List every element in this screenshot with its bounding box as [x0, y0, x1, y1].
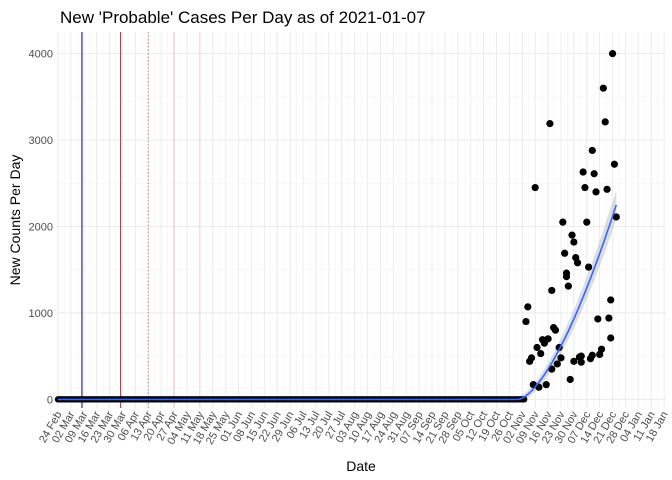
y-tick-label: 1000 — [29, 308, 53, 320]
data-point — [531, 183, 539, 192]
data-point — [561, 249, 569, 257]
data-point — [603, 185, 611, 193]
data-point — [577, 358, 585, 366]
data-point — [599, 84, 607, 92]
y-axis-ticks: 0 1000 2000 3000 4000 — [29, 49, 53, 407]
data-point — [557, 354, 565, 362]
data-point — [579, 168, 587, 176]
data-point — [566, 375, 574, 384]
data-point — [588, 146, 596, 155]
y-tick-label: 4000 — [29, 49, 53, 61]
trend-curve — [58, 204, 618, 401]
data-point — [605, 314, 613, 322]
data-point — [548, 286, 556, 295]
data-point — [562, 273, 571, 281]
data-point — [542, 381, 550, 389]
data-point — [553, 360, 561, 368]
data-point — [551, 326, 560, 334]
trend-line — [58, 204, 618, 401]
data-point — [585, 263, 593, 271]
data-point — [573, 259, 582, 267]
data-point — [588, 351, 596, 359]
data-point — [597, 345, 606, 353]
reference-lines — [81, 32, 201, 408]
data-point — [590, 170, 598, 178]
chart-title: New 'Probable' Cases Per Day as of 2021-… — [60, 8, 426, 27]
data-point — [594, 315, 602, 323]
data-point — [533, 343, 541, 352]
data-point — [527, 354, 536, 362]
y-axis-title: New Counts Per Day — [7, 155, 23, 286]
data-point — [537, 349, 545, 358]
data-point — [546, 120, 554, 128]
data-point — [544, 335, 552, 343]
grid — [57, 32, 666, 408]
data-point — [612, 213, 620, 221]
y-tick-label: 2000 — [29, 221, 53, 233]
data-point — [610, 160, 619, 168]
data-point — [524, 303, 532, 311]
data-point — [607, 334, 615, 342]
data-point — [568, 231, 576, 239]
data-point — [583, 218, 591, 226]
data-point — [570, 238, 578, 246]
data-point — [577, 352, 585, 360]
data-point — [559, 218, 567, 226]
data-point — [601, 118, 609, 126]
y-tick-label: 3000 — [29, 135, 53, 147]
data-point — [564, 282, 572, 290]
data-point — [592, 188, 600, 196]
data-point — [581, 183, 589, 192]
y-tick-label: 0 — [47, 394, 53, 406]
data-point — [608, 50, 617, 58]
data-point — [522, 317, 530, 326]
x-axis-title: Date — [346, 458, 376, 474]
data-point — [607, 296, 615, 304]
data-point — [570, 357, 578, 365]
